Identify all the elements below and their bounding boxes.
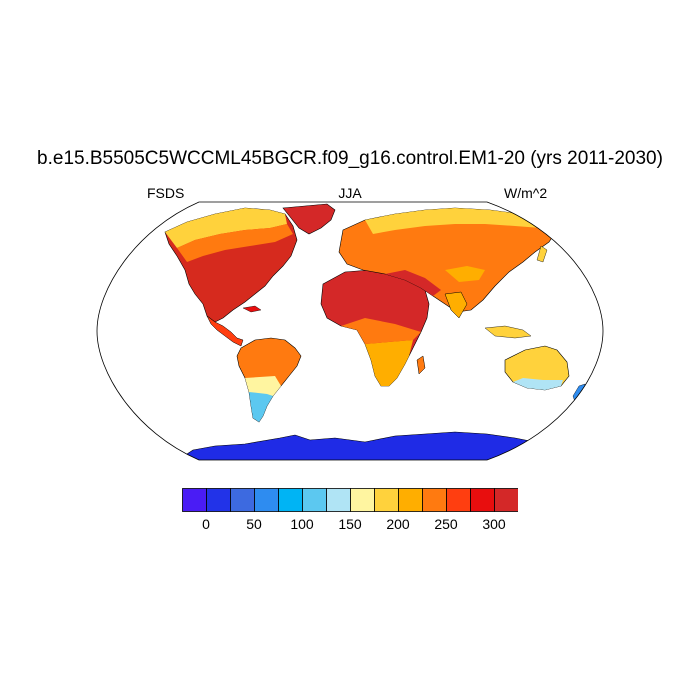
eurasia-north-band bbox=[365, 208, 545, 234]
colorbar-box bbox=[374, 488, 399, 512]
middle-east-band bbox=[385, 270, 441, 296]
plot-title: b.e15.B5505C5WCCML45BGCR.f09_g16.control… bbox=[37, 148, 663, 169]
colorbar-box bbox=[350, 488, 375, 512]
colorbar-box bbox=[206, 488, 231, 512]
colorbar-tick-label: 50 bbox=[246, 516, 262, 532]
colorbar-box bbox=[302, 488, 327, 512]
colorbar-tick-label: 250 bbox=[434, 516, 458, 532]
colorbar-box bbox=[446, 488, 471, 512]
colorbar-box bbox=[230, 488, 255, 512]
colorbar-tick-label: 300 bbox=[482, 516, 506, 532]
colorbar-box bbox=[278, 488, 303, 512]
africa-south-band bbox=[365, 340, 413, 386]
variable-label: FSDS bbox=[147, 185, 185, 201]
indonesia bbox=[484, 325, 532, 339]
colorbar-tick-label: 100 bbox=[290, 516, 314, 532]
map-border bbox=[96, 201, 604, 461]
north-america-north-band bbox=[165, 208, 287, 248]
colorbar-tick-label: 150 bbox=[338, 516, 362, 532]
colorbar-box bbox=[398, 488, 423, 512]
south-america-south-band bbox=[249, 390, 273, 422]
colorbar-box bbox=[326, 488, 351, 512]
land-group bbox=[164, 203, 603, 460]
colorbar-tick-label: 0 bbox=[202, 516, 210, 532]
caribbean-islands bbox=[242, 305, 262, 313]
africa-mid-band bbox=[341, 318, 421, 344]
central-america bbox=[206, 315, 244, 347]
season-label: JJA bbox=[338, 185, 362, 201]
world-map bbox=[96, 201, 604, 461]
india bbox=[444, 291, 468, 319]
colorbar-tick-label: 200 bbox=[386, 516, 410, 532]
north-america-mid-band bbox=[177, 224, 293, 262]
tibet-band bbox=[445, 266, 485, 282]
greenland bbox=[282, 203, 336, 235]
antarctica bbox=[174, 431, 603, 460]
colorbar-box bbox=[494, 488, 518, 512]
colorbar bbox=[182, 488, 518, 512]
colorbar-box bbox=[182, 488, 207, 512]
colorbar-box bbox=[254, 488, 279, 512]
colorbar-box bbox=[422, 488, 447, 512]
madagascar bbox=[416, 355, 426, 375]
units-label: W/m^2 bbox=[504, 185, 548, 201]
colorbar-box bbox=[470, 488, 495, 512]
australia-south-band bbox=[513, 378, 563, 390]
japan bbox=[536, 245, 548, 263]
south-america-mid-band bbox=[245, 376, 281, 396]
